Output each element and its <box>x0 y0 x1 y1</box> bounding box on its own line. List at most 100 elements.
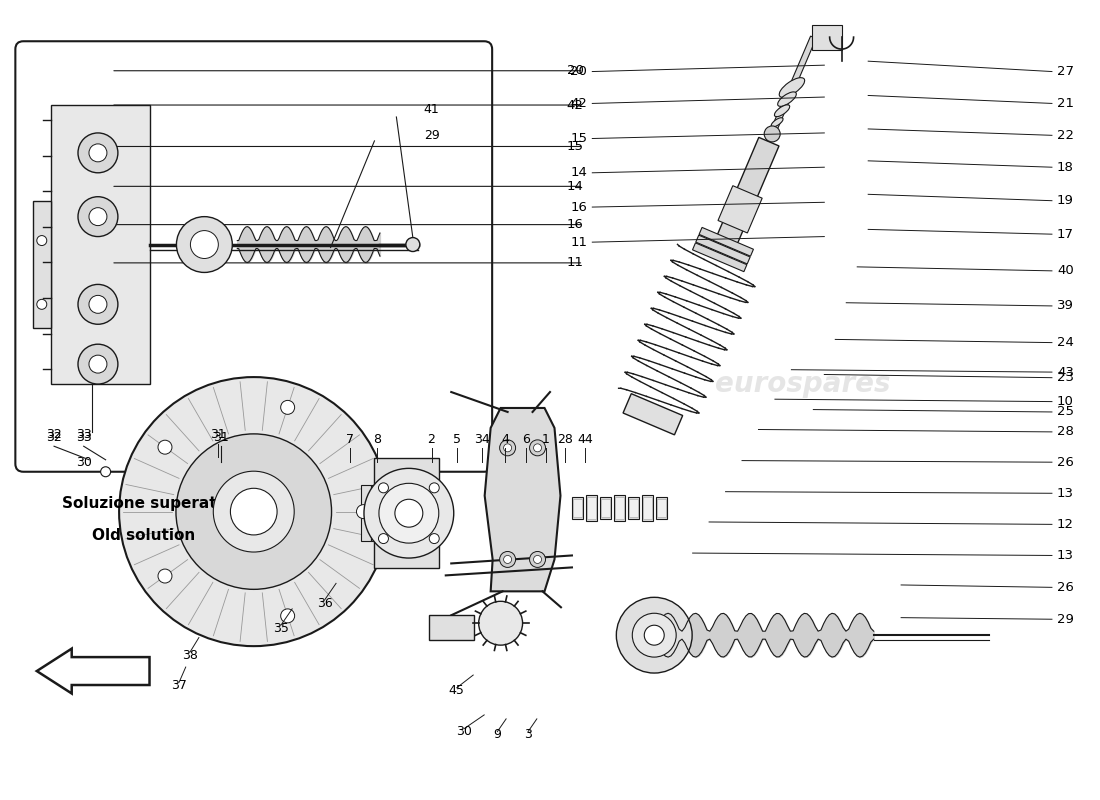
Bar <box>374 458 439 568</box>
Circle shape <box>378 483 439 543</box>
Circle shape <box>176 217 232 273</box>
Circle shape <box>504 555 512 563</box>
Bar <box>600 497 610 518</box>
Text: 27: 27 <box>1057 65 1074 78</box>
Bar <box>628 497 639 518</box>
Text: 1: 1 <box>541 434 550 446</box>
Text: 28: 28 <box>558 434 573 446</box>
Circle shape <box>534 444 541 452</box>
Text: 29: 29 <box>1057 613 1074 626</box>
Bar <box>615 497 624 518</box>
Text: 13: 13 <box>1057 486 1074 500</box>
Polygon shape <box>693 243 747 272</box>
Circle shape <box>645 626 664 645</box>
Text: 28: 28 <box>1057 426 1074 438</box>
Text: 43: 43 <box>1057 366 1074 378</box>
Circle shape <box>280 400 295 414</box>
Text: 22: 22 <box>1057 129 1074 142</box>
Circle shape <box>78 285 118 324</box>
FancyBboxPatch shape <box>15 42 492 472</box>
Text: 32: 32 <box>46 429 62 442</box>
Text: 31: 31 <box>213 431 229 444</box>
Text: 15: 15 <box>570 132 587 145</box>
Text: Old solution: Old solution <box>92 527 196 542</box>
Circle shape <box>158 440 172 454</box>
Text: 2: 2 <box>428 434 436 446</box>
Circle shape <box>395 499 422 527</box>
Circle shape <box>529 440 546 456</box>
Text: 30: 30 <box>76 456 91 469</box>
Bar <box>573 498 582 517</box>
Circle shape <box>499 440 516 456</box>
Text: 26: 26 <box>1057 456 1074 469</box>
Text: 33: 33 <box>76 431 91 444</box>
Circle shape <box>213 471 294 552</box>
Circle shape <box>89 144 107 162</box>
Polygon shape <box>768 36 816 139</box>
Text: 31: 31 <box>210 429 225 442</box>
Text: 11: 11 <box>570 236 587 249</box>
Circle shape <box>378 534 388 543</box>
Circle shape <box>119 377 388 646</box>
Circle shape <box>280 609 295 623</box>
Text: 42: 42 <box>571 97 587 110</box>
Ellipse shape <box>771 118 783 127</box>
Text: 14: 14 <box>566 180 583 193</box>
Text: 26: 26 <box>1057 581 1074 594</box>
Text: 36: 36 <box>317 597 333 610</box>
Circle shape <box>616 598 692 673</box>
Circle shape <box>89 355 107 373</box>
Polygon shape <box>623 394 683 435</box>
Polygon shape <box>718 186 762 233</box>
Text: 9: 9 <box>494 728 502 742</box>
Bar <box>33 201 51 328</box>
Circle shape <box>78 344 118 384</box>
Text: 17: 17 <box>1057 228 1074 241</box>
Text: 19: 19 <box>1057 194 1074 207</box>
Bar <box>657 498 665 517</box>
Text: 41: 41 <box>424 102 440 115</box>
Circle shape <box>364 468 453 558</box>
Text: 30: 30 <box>456 725 472 738</box>
Circle shape <box>764 126 780 142</box>
Circle shape <box>78 197 118 237</box>
Ellipse shape <box>779 78 805 98</box>
Text: 32: 32 <box>46 431 62 444</box>
Bar <box>629 498 638 517</box>
Circle shape <box>36 235 47 246</box>
Text: 14: 14 <box>571 166 587 179</box>
Bar <box>642 497 651 518</box>
Text: 10: 10 <box>1057 395 1074 408</box>
Text: 39: 39 <box>1057 299 1074 313</box>
Bar <box>572 497 583 518</box>
Bar <box>812 25 842 50</box>
Bar <box>586 494 597 521</box>
Text: eurospares: eurospares <box>133 482 309 510</box>
Text: Soluzione superata: Soluzione superata <box>62 496 227 510</box>
Circle shape <box>429 483 439 493</box>
Text: 8: 8 <box>373 434 381 446</box>
Bar <box>656 497 667 518</box>
Bar <box>429 615 474 640</box>
Circle shape <box>429 534 439 543</box>
Bar <box>614 494 625 521</box>
Circle shape <box>36 299 47 310</box>
Circle shape <box>356 505 371 518</box>
Text: eurospares: eurospares <box>715 370 890 398</box>
Bar <box>361 486 371 541</box>
Bar <box>601 498 609 517</box>
Circle shape <box>499 551 516 567</box>
Text: 18: 18 <box>1057 161 1074 174</box>
Text: 42: 42 <box>566 98 583 111</box>
Circle shape <box>89 208 107 226</box>
Text: 12: 12 <box>1057 518 1074 531</box>
Circle shape <box>100 466 111 477</box>
Circle shape <box>378 483 388 493</box>
Text: 24: 24 <box>1057 336 1074 349</box>
Circle shape <box>529 551 546 567</box>
Text: 38: 38 <box>183 649 198 662</box>
Polygon shape <box>710 138 779 262</box>
Circle shape <box>534 555 541 563</box>
Text: 11: 11 <box>566 256 583 270</box>
Text: 37: 37 <box>172 679 187 692</box>
